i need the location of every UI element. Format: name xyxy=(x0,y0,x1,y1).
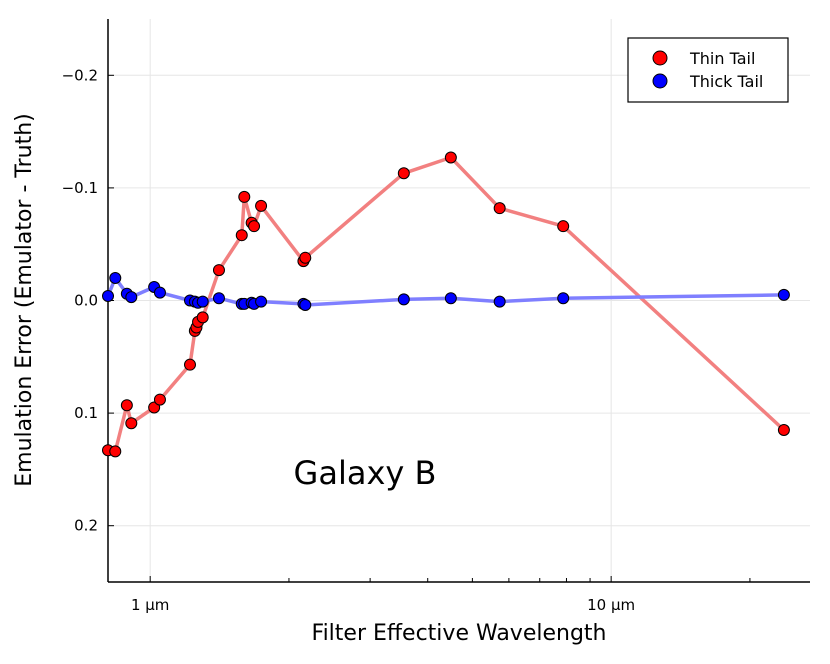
annotation-label: Galaxy B xyxy=(294,454,437,492)
y-tick-label: 0.1 xyxy=(74,404,98,422)
data-point-thick-tail xyxy=(299,299,312,312)
data-point-thick-tail xyxy=(493,295,506,308)
data-point-thin-tail xyxy=(248,220,261,233)
data-point-thin-tail xyxy=(183,358,196,371)
legend-box xyxy=(627,37,789,103)
series-layer xyxy=(102,151,790,458)
data-point-thin-tail xyxy=(444,151,457,164)
data-point-thick-tail xyxy=(557,292,570,305)
data-point-thin-tail xyxy=(196,311,209,324)
data-point-thin-tail xyxy=(235,229,248,242)
data-point-thick-tail xyxy=(777,288,790,301)
data-point-thick-tail xyxy=(255,295,268,308)
data-point-thin-tail xyxy=(397,167,410,180)
y-tick-label: −0.2 xyxy=(62,66,98,84)
y-tick-label: 0.2 xyxy=(74,517,98,535)
x-axis-title: Filter Effective Wavelength xyxy=(312,621,607,646)
data-point-thick-tail xyxy=(125,291,138,304)
data-point-thin-tail xyxy=(125,417,138,430)
y-tick-label: −0.1 xyxy=(62,179,98,197)
data-point-thin-tail xyxy=(299,251,312,264)
data-point-thin-tail xyxy=(153,393,166,406)
legend: Thin Tail Thick Tail xyxy=(627,37,789,103)
data-point-thick-tail xyxy=(109,271,122,284)
legend-label-thick-tail: Thick Tail xyxy=(689,72,763,91)
ticks-layer: 1 μm 10 μm −0.2 −0.1 0.0 0.1 0.2 xyxy=(62,66,751,614)
data-point-thick-tail xyxy=(196,295,209,308)
legend-marker-thick-tail xyxy=(652,73,668,89)
x-tick-label: 1 μm xyxy=(131,596,169,614)
y-tick-label: 0.0 xyxy=(74,292,98,310)
data-point-thin-tail xyxy=(120,399,133,412)
legend-label-thin-tail: Thin Tail xyxy=(689,49,755,68)
data-point-thick-tail xyxy=(102,289,114,302)
data-point-thin-tail xyxy=(557,220,570,233)
series-line-thin-tail xyxy=(107,155,786,454)
data-point-thick-tail xyxy=(153,286,166,299)
data-point-thin-tail xyxy=(493,202,506,215)
legend-marker-thin-tail xyxy=(652,50,668,66)
data-point-thin-tail xyxy=(238,190,251,203)
y-axis-title: Emulation Error (Emulator - Truth) xyxy=(12,113,37,486)
data-point-thick-tail xyxy=(444,292,457,305)
data-point-thin-tail xyxy=(777,423,790,436)
data-point-thick-tail xyxy=(397,293,410,306)
x-tick-label: 10 μm xyxy=(587,596,635,614)
data-point-thin-tail xyxy=(255,199,268,212)
data-point-thin-tail xyxy=(212,264,225,277)
data-point-thin-tail xyxy=(109,445,122,458)
data-point-thick-tail xyxy=(212,292,225,305)
